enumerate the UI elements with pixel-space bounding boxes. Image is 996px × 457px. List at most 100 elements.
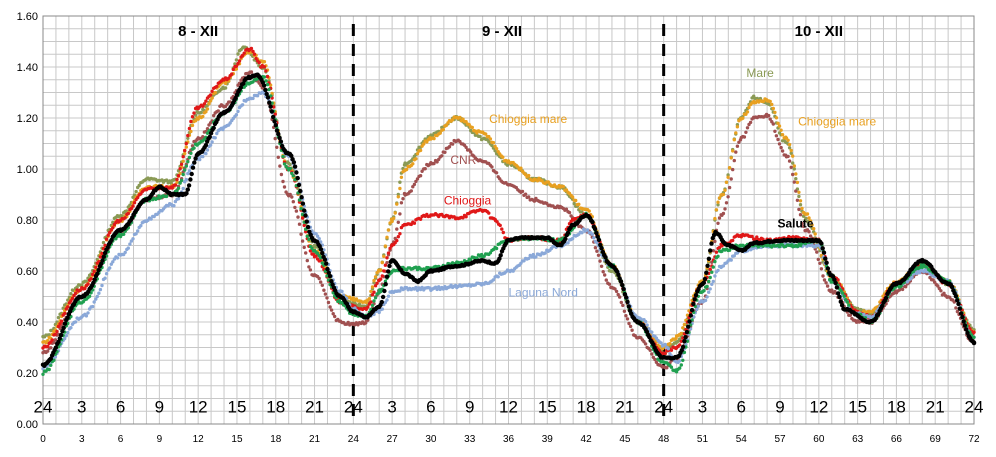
data-point xyxy=(380,294,386,300)
data-point xyxy=(702,276,708,282)
data-point xyxy=(373,275,378,279)
data-point xyxy=(223,81,228,86)
data-point xyxy=(498,223,502,228)
data-point xyxy=(201,104,205,108)
data-point xyxy=(519,166,523,170)
data-point xyxy=(729,258,733,262)
data-point xyxy=(126,211,130,216)
data-point xyxy=(412,221,417,225)
data-point xyxy=(622,292,628,297)
data-point xyxy=(717,245,722,250)
data-point xyxy=(848,313,853,317)
data-point xyxy=(799,243,803,248)
data-point xyxy=(577,202,581,206)
data-point xyxy=(595,249,599,253)
data-point xyxy=(450,142,455,146)
data-point xyxy=(737,140,741,144)
data-point xyxy=(139,224,143,228)
data-point xyxy=(570,236,575,241)
data-point xyxy=(535,179,540,183)
data-point xyxy=(580,231,584,235)
hour-label: 6 xyxy=(426,398,435,417)
data-point xyxy=(490,143,494,148)
data-point xyxy=(215,84,219,89)
data-point xyxy=(797,190,801,194)
data-point xyxy=(721,192,726,197)
data-point xyxy=(787,159,792,163)
data-point xyxy=(727,166,732,170)
data-point xyxy=(383,300,388,305)
data-point xyxy=(900,287,905,292)
data-point xyxy=(228,121,232,125)
data-point xyxy=(711,265,715,269)
data-point xyxy=(561,184,565,189)
data-point xyxy=(716,203,720,207)
data-point xyxy=(411,162,415,166)
data-point xyxy=(56,324,61,329)
data-point xyxy=(836,278,840,282)
data-point xyxy=(327,273,333,279)
data-point xyxy=(735,125,740,129)
data-point xyxy=(372,278,376,283)
data-point xyxy=(791,161,795,165)
data-point xyxy=(771,122,775,126)
data-point xyxy=(108,266,112,270)
data-point xyxy=(412,182,417,187)
data-point xyxy=(58,322,62,326)
data-point xyxy=(216,109,220,113)
data-point xyxy=(469,257,473,262)
data-point xyxy=(91,304,95,309)
data-point xyxy=(192,111,196,115)
data-point xyxy=(704,270,709,275)
data-point xyxy=(918,271,922,275)
data-point xyxy=(741,116,745,120)
data-point xyxy=(387,263,392,269)
data-point xyxy=(621,286,626,292)
data-point xyxy=(178,167,182,171)
data-point xyxy=(385,261,389,265)
data-point xyxy=(186,160,190,164)
data-point xyxy=(494,171,499,175)
data-point xyxy=(188,177,193,182)
data-point xyxy=(732,158,736,163)
data-point xyxy=(795,244,800,249)
data-point xyxy=(48,356,53,361)
data-point xyxy=(203,143,209,148)
data-point xyxy=(668,342,672,346)
data-point xyxy=(830,288,834,292)
data-point xyxy=(111,226,115,230)
data-point xyxy=(69,292,73,296)
data-point xyxy=(748,120,753,125)
data-point xyxy=(920,265,924,270)
data-point xyxy=(184,164,188,168)
data-point xyxy=(603,273,607,277)
data-point xyxy=(46,349,50,353)
data-point xyxy=(792,167,796,171)
data-point xyxy=(444,123,449,128)
data-point xyxy=(723,188,727,192)
data-point xyxy=(543,251,547,255)
data-point xyxy=(498,253,503,258)
data-point xyxy=(768,117,772,121)
data-point xyxy=(598,242,603,248)
data-point xyxy=(382,288,387,294)
data-point xyxy=(96,267,101,273)
data-point xyxy=(302,208,307,213)
data-point xyxy=(308,268,313,272)
data-point xyxy=(123,216,127,220)
data-point xyxy=(291,200,295,204)
data-point xyxy=(92,300,96,304)
data-point xyxy=(832,277,837,282)
data-point xyxy=(186,133,190,138)
data-point xyxy=(294,170,299,175)
data-point xyxy=(626,304,631,309)
data-point xyxy=(184,191,189,196)
data-point xyxy=(396,235,400,239)
data-point xyxy=(281,154,285,159)
data-point xyxy=(742,135,747,139)
hour-label: 9 xyxy=(465,398,474,417)
data-point xyxy=(186,183,192,188)
data-point xyxy=(531,252,535,257)
hour-label: 18 xyxy=(266,398,285,417)
